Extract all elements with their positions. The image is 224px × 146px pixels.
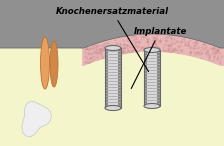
Text: Implantate: Implantate (131, 27, 187, 88)
Ellipse shape (144, 47, 160, 53)
Ellipse shape (41, 37, 50, 89)
Bar (144, 50, 146, 106)
Ellipse shape (105, 46, 121, 51)
Bar (105, 48, 121, 108)
Bar (105, 48, 108, 108)
Text: Knochenersatzmaterial: Knochenersatzmaterial (55, 7, 169, 72)
Bar (157, 50, 160, 106)
Bar (105, 48, 121, 108)
Bar (144, 50, 160, 106)
Bar (0, 48, 82, 146)
Polygon shape (0, 0, 224, 48)
Ellipse shape (50, 41, 58, 87)
Ellipse shape (144, 104, 160, 108)
Bar (118, 48, 121, 108)
Bar (144, 50, 160, 106)
Polygon shape (82, 52, 224, 146)
Ellipse shape (105, 106, 121, 111)
Polygon shape (82, 34, 224, 66)
Polygon shape (22, 101, 51, 137)
